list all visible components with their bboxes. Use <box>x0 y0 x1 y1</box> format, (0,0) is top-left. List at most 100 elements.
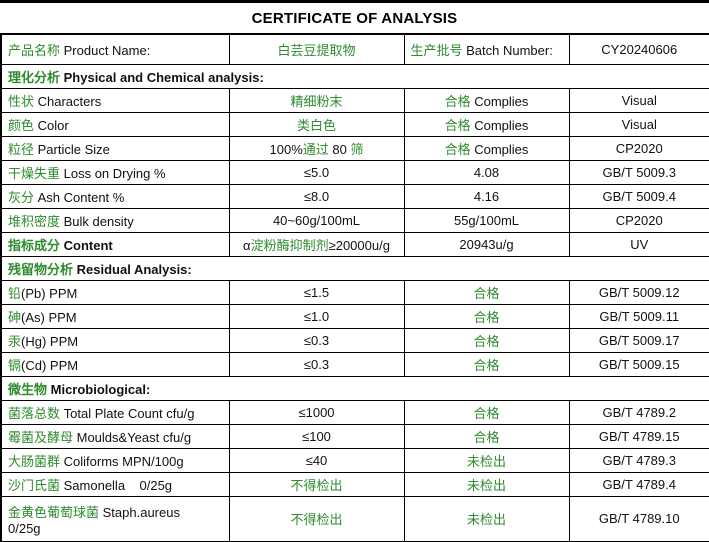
product-name-label: 产品名称 Product Name: <box>0 33 230 65</box>
latin-text: GB/T 4789.4 <box>602 476 676 492</box>
method-cell: GB/T 5009.12 <box>568 279 709 305</box>
item-cell: 金黄色葡萄球菌 Staph.aureus 0/25g <box>0 495 230 542</box>
table-row: 镉(Cd) PPM ≤0.3 合格 GB/T 5009.15 <box>0 351 709 377</box>
item-cell: 霉菌及酵母 Moulds&Yeast cfu/g <box>0 423 230 449</box>
chinese-text: 金黄色葡萄球菌 <box>8 504 103 520</box>
method-cell: Visual <box>568 111 709 137</box>
batch-number-value: CY20240606 <box>568 33 709 65</box>
latin-text: Content <box>63 237 113 253</box>
item-cell: 指标成分 Content <box>0 231 230 257</box>
latin-text: CP2020 <box>615 140 663 156</box>
chinese-text: 精细粉末 <box>290 93 343 109</box>
method-cell: UV <box>568 231 709 257</box>
result-cell: 合格 Complies <box>403 87 570 113</box>
latin-text: GB/T 5009.17 <box>598 332 680 348</box>
method-cell: GB/T 5009.3 <box>568 159 709 185</box>
result-cell: 未检出 <box>403 447 570 473</box>
table-row: 砷(As) PPM ≤1.0 合格 GB/T 5009.11 <box>0 303 709 329</box>
latin-text: 0/25g <box>8 520 41 536</box>
method-cell: GB/T 4789.10 <box>568 495 709 542</box>
latin-text: 100% <box>269 141 303 157</box>
chinese-text: 灰分 <box>8 189 38 205</box>
method-cell: GB/T 4789.4 <box>568 471 709 497</box>
chinese-text: 合格 <box>444 117 475 133</box>
table-row: 指标成分 Content α淀粉酶抑制剂≥20000u/g 20943u/g UV <box>0 231 709 257</box>
result-cell: 合格 <box>403 303 570 329</box>
latin-text: Ash Content % <box>37 189 125 205</box>
method-cell: GB/T 5009.11 <box>568 303 709 329</box>
latin-text: ≥20000u/g <box>328 237 390 253</box>
method-cell: Visual <box>568 87 709 113</box>
chinese-text: 微生物 <box>8 381 51 397</box>
spec-cell: 40~60g/100mL <box>228 207 405 233</box>
latin-text: ≤8.0 <box>303 188 330 204</box>
latin-text: ≤0.3 <box>303 356 330 372</box>
spec-cell: ≤5.0 <box>228 159 405 185</box>
chinese-text: 未检出 <box>466 512 506 528</box>
table-row: 干燥失重 Loss on Drying % ≤5.0 4.08 GB/T 5009.3 <box>0 159 709 185</box>
latin-text: α <box>243 237 251 253</box>
chinese-text: 不得检出 <box>290 477 343 493</box>
latin-text: Product Name: <box>63 42 151 58</box>
table-row: 汞(Hg) PPM ≤0.3 合格 GB/T 5009.17 <box>0 327 709 353</box>
latin-text: GB/T 5009.4 <box>602 188 676 204</box>
table-row: 铅(Pb) PPM ≤1.5 合格 GB/T 5009.12 <box>0 279 709 305</box>
result-cell: 合格 <box>403 327 570 353</box>
table-row: 性状 Characters 精细粉末 合格 Complies Visual <box>0 87 709 113</box>
chinese-text: 残留物分析 <box>8 261 77 277</box>
latin-text: GB/T 4789.10 <box>598 511 680 527</box>
result-cell: 合格 <box>403 423 570 449</box>
section-heading-physical: 理化分析 Physical and Chemical analysis: <box>0 63 709 89</box>
table-row: 产品名称 Product Name: 白芸豆提取物 生产批号 Batch Numbe… <box>0 33 709 65</box>
result-cell: 合格 <box>403 351 570 377</box>
latin-text: 20943u/g <box>459 236 514 252</box>
latin-text: Samonella 0/25g <box>63 477 173 493</box>
latin-text: GB/T 4789.15 <box>598 428 680 444</box>
table-row: 沙门氏菌 Samonella 0/25g 不得检出 未检出 GB/T 4789.4 <box>0 471 709 497</box>
item-cell: 堆积密度 Bulk density <box>0 207 230 233</box>
item-cell: 干燥失重 Loss on Drying % <box>0 159 230 185</box>
latin-text: Particle Size <box>37 141 110 157</box>
method-cell: GB/T 5009.4 <box>568 183 709 209</box>
spec-cell: ≤8.0 <box>228 183 405 209</box>
chinese-text: 理化分析 <box>8 69 64 85</box>
result-cell: 55g/100mL <box>403 207 570 233</box>
chinese-text: 合格 <box>473 285 500 301</box>
chinese-text: 沙门氏菌 <box>8 477 64 493</box>
spec-cell: 精细粉末 <box>228 87 405 113</box>
method-cell: GB/T 5009.15 <box>568 351 709 377</box>
table-row: 菌落总数 Total Plate Count cfu/g ≤1000 合格 GB/T … <box>0 399 709 425</box>
spec-cell: 100%通过 80 筛 <box>228 135 405 161</box>
latin-text: Total Plate Count cfu/g <box>63 405 195 421</box>
method-cell: CP2020 <box>568 135 709 161</box>
latin-text: Staph.aureus <box>102 504 180 520</box>
item-cell: 菌落总数 Total Plate Count cfu/g <box>0 399 230 425</box>
chinese-text: 合格 <box>473 333 500 349</box>
latin-text: Coliforms MPN/100g <box>63 453 184 469</box>
chinese-text: 筛 <box>350 141 364 157</box>
chinese-text: 合格 <box>444 141 475 157</box>
latin-text: Visual <box>621 92 657 108</box>
latin-text: Microbiological: <box>50 381 151 397</box>
method-cell: GB/T 4789.15 <box>568 423 709 449</box>
product-name-value: 白芸豆提取物 <box>228 33 405 65</box>
item-cell: 粒径 Particle Size <box>0 135 230 161</box>
spec-cell: α淀粉酶抑制剂≥20000u/g <box>228 231 405 257</box>
latin-text: GB/T 5009.15 <box>598 356 680 372</box>
item-cell: 性状 Characters <box>0 87 230 113</box>
latin-text: Loss on Drying % <box>63 165 166 181</box>
method-cell: GB/T 4789.3 <box>568 447 709 473</box>
latin-text: (As) PPM <box>21 309 77 325</box>
latin-text: Moulds&Yeast cfu/g <box>76 429 192 445</box>
table-row: 霉菌及酵母 Moulds&Yeast cfu/g ≤100 合格 GB/T 4789.… <box>0 423 709 449</box>
latin-text: Physical and Chemical analysis: <box>63 69 264 85</box>
section-row: 理化分析 Physical and Chemical analysis: <box>0 63 709 89</box>
chinese-text: 合格 <box>444 93 475 109</box>
method-cell: CP2020 <box>568 207 709 233</box>
latin-text: ≤0.3 <box>303 332 330 348</box>
method-cell: GB/T 4789.2 <box>568 399 709 425</box>
spec-cell: ≤1.0 <box>228 303 405 329</box>
latin-text: GB/T 5009.12 <box>598 284 680 300</box>
result-cell: 合格 Complies <box>403 111 570 137</box>
chinese-text: 颜色 <box>8 117 38 133</box>
